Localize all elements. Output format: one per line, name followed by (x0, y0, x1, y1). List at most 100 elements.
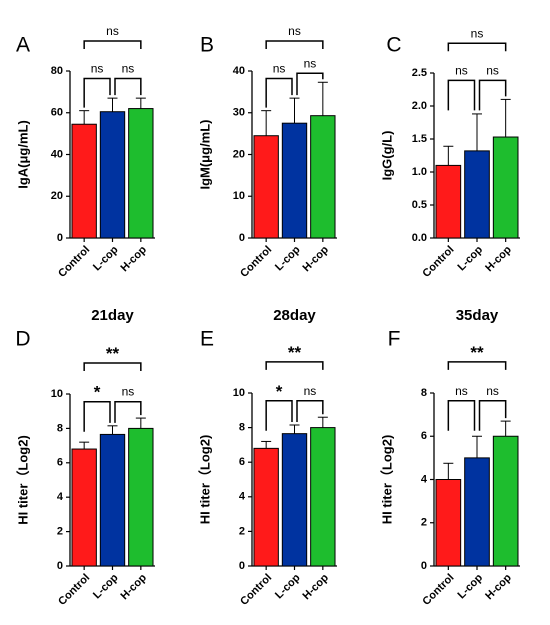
bar-control (71, 123, 97, 239)
x-tick-label: L-cop (91, 572, 121, 602)
significance-bracket (296, 72, 324, 96)
panel-letter-b: B (200, 34, 214, 57)
y-axis-label: IgG(g/L) (379, 131, 394, 181)
significance-bracket (265, 77, 293, 108)
y-tick-label: 2 (421, 517, 427, 529)
y-tick-label: 60 (51, 107, 63, 119)
bar-h-cop (492, 136, 519, 239)
x-tick-label: Control (56, 244, 92, 280)
y-tick-label: 0 (57, 560, 63, 572)
significance-bracket (114, 400, 142, 423)
significance-bracket (83, 40, 142, 49)
bar-h-cop (128, 108, 154, 239)
y-tick-label: 40 (233, 65, 245, 77)
bar-l-cop (464, 150, 490, 239)
y-tick-label: 1.0 (412, 166, 427, 178)
significance-label: ns (455, 384, 468, 398)
x-tick-label: H-cop (300, 571, 331, 602)
significance-label: ns (471, 26, 484, 40)
y-tick-label: 8 (239, 422, 245, 434)
panel-letter-f: F (388, 328, 401, 351)
significance-label: ns (304, 384, 317, 398)
y-tick-label: 20 (233, 148, 245, 160)
significance-bracket (265, 400, 293, 431)
y-tick-label: 8 (57, 422, 63, 434)
significance-label: ** (106, 344, 120, 363)
y-tick-label: 10 (233, 387, 245, 399)
y-tick-label: 6 (57, 457, 63, 469)
bar-control (435, 479, 462, 567)
y-tick-label: 40 (51, 148, 63, 160)
significance-bracket (265, 361, 324, 370)
significance-label: ** (470, 343, 484, 362)
significance-label: ** (288, 343, 302, 362)
y-axis-label: HI titer（Log2) (379, 435, 394, 525)
significance-bracket (447, 79, 476, 111)
y-tick-label: 2 (239, 525, 245, 537)
x-tick-label: Control (238, 244, 274, 280)
y-tick-label: 0 (239, 560, 245, 572)
significance-label: ns (122, 385, 135, 399)
significance-label: ns (486, 63, 499, 77)
panel-f: F 35day 0 2 4 6 8 HI titer（Log2) Control L-copH-c… (379, 307, 520, 608)
significance-label: * (94, 383, 101, 402)
x-tick-label: H-cop (300, 243, 331, 274)
x-tick-label: H-cop (483, 243, 514, 274)
x-tick-label: H-cop (118, 243, 149, 274)
panel-title: 35day (456, 307, 499, 324)
significance-label: ns (273, 62, 286, 76)
significance-bracket (478, 79, 507, 111)
panel-title: 21day (91, 307, 134, 324)
y-tick-label: 30 (233, 107, 245, 119)
significance-label: * (276, 382, 283, 401)
x-tick-label: L-cop (273, 572, 303, 602)
bar-l-cop (281, 433, 308, 567)
bar-l-cop (99, 433, 126, 567)
significance-label: ns (288, 24, 301, 38)
significance-bracket (114, 77, 142, 96)
x-tick-label: L-cop (456, 244, 486, 274)
x-tick-label: Control (420, 244, 456, 280)
panel-c: C 0.0 0.5 1.0 1.5 2.0 2.5 IgG(g/L) Control L-copH… (379, 26, 520, 280)
bar-control (435, 164, 462, 239)
significance-bracket (447, 361, 507, 370)
y-tick-label: 8 (421, 387, 427, 399)
bar-control (253, 135, 279, 239)
y-tick-label: 2.0 (412, 100, 427, 112)
y-tick-label: 0 (239, 232, 245, 244)
y-tick-label: 2.5 (412, 67, 427, 79)
y-tick-label: 4 (57, 491, 64, 503)
y-tick-label: 6 (421, 430, 427, 442)
y-tick-label: 0 (57, 232, 63, 244)
y-axis-label: IgA(μg/mL) (15, 120, 30, 189)
bar-h-cop (310, 427, 336, 567)
x-tick-label: L-cop (91, 244, 121, 274)
significance-label: ns (106, 24, 119, 38)
x-tick-label: Control (420, 572, 456, 608)
y-tick-label: 6 (239, 456, 245, 468)
significance-label: ns (486, 384, 499, 398)
y-tick-label: 80 (51, 65, 63, 77)
significance-label: ns (304, 56, 317, 70)
y-axis-label: HI titer（Log2) (15, 435, 30, 525)
significance-label: ns (122, 62, 135, 76)
significance-bracket (296, 400, 324, 423)
y-tick-label: 20 (51, 190, 63, 202)
bar-control (253, 447, 279, 567)
significance-bracket (83, 400, 111, 432)
bar-l-cop (464, 457, 490, 567)
x-tick-label: L-cop (456, 572, 486, 602)
y-tick-label: 4 (239, 491, 246, 503)
bar-h-cop (310, 115, 336, 239)
panel-letter-e: E (200, 328, 214, 351)
significance-bracket (447, 42, 507, 52)
bar-l-cop (99, 111, 126, 239)
significance-bracket (83, 362, 142, 372)
y-axis-label: IgM(μg/mL) (197, 119, 212, 189)
x-tick-label: Control (238, 572, 274, 608)
panel-letter-c: C (386, 34, 401, 57)
significance-bracket (83, 77, 111, 108)
x-tick-label: L-cop (273, 244, 303, 274)
